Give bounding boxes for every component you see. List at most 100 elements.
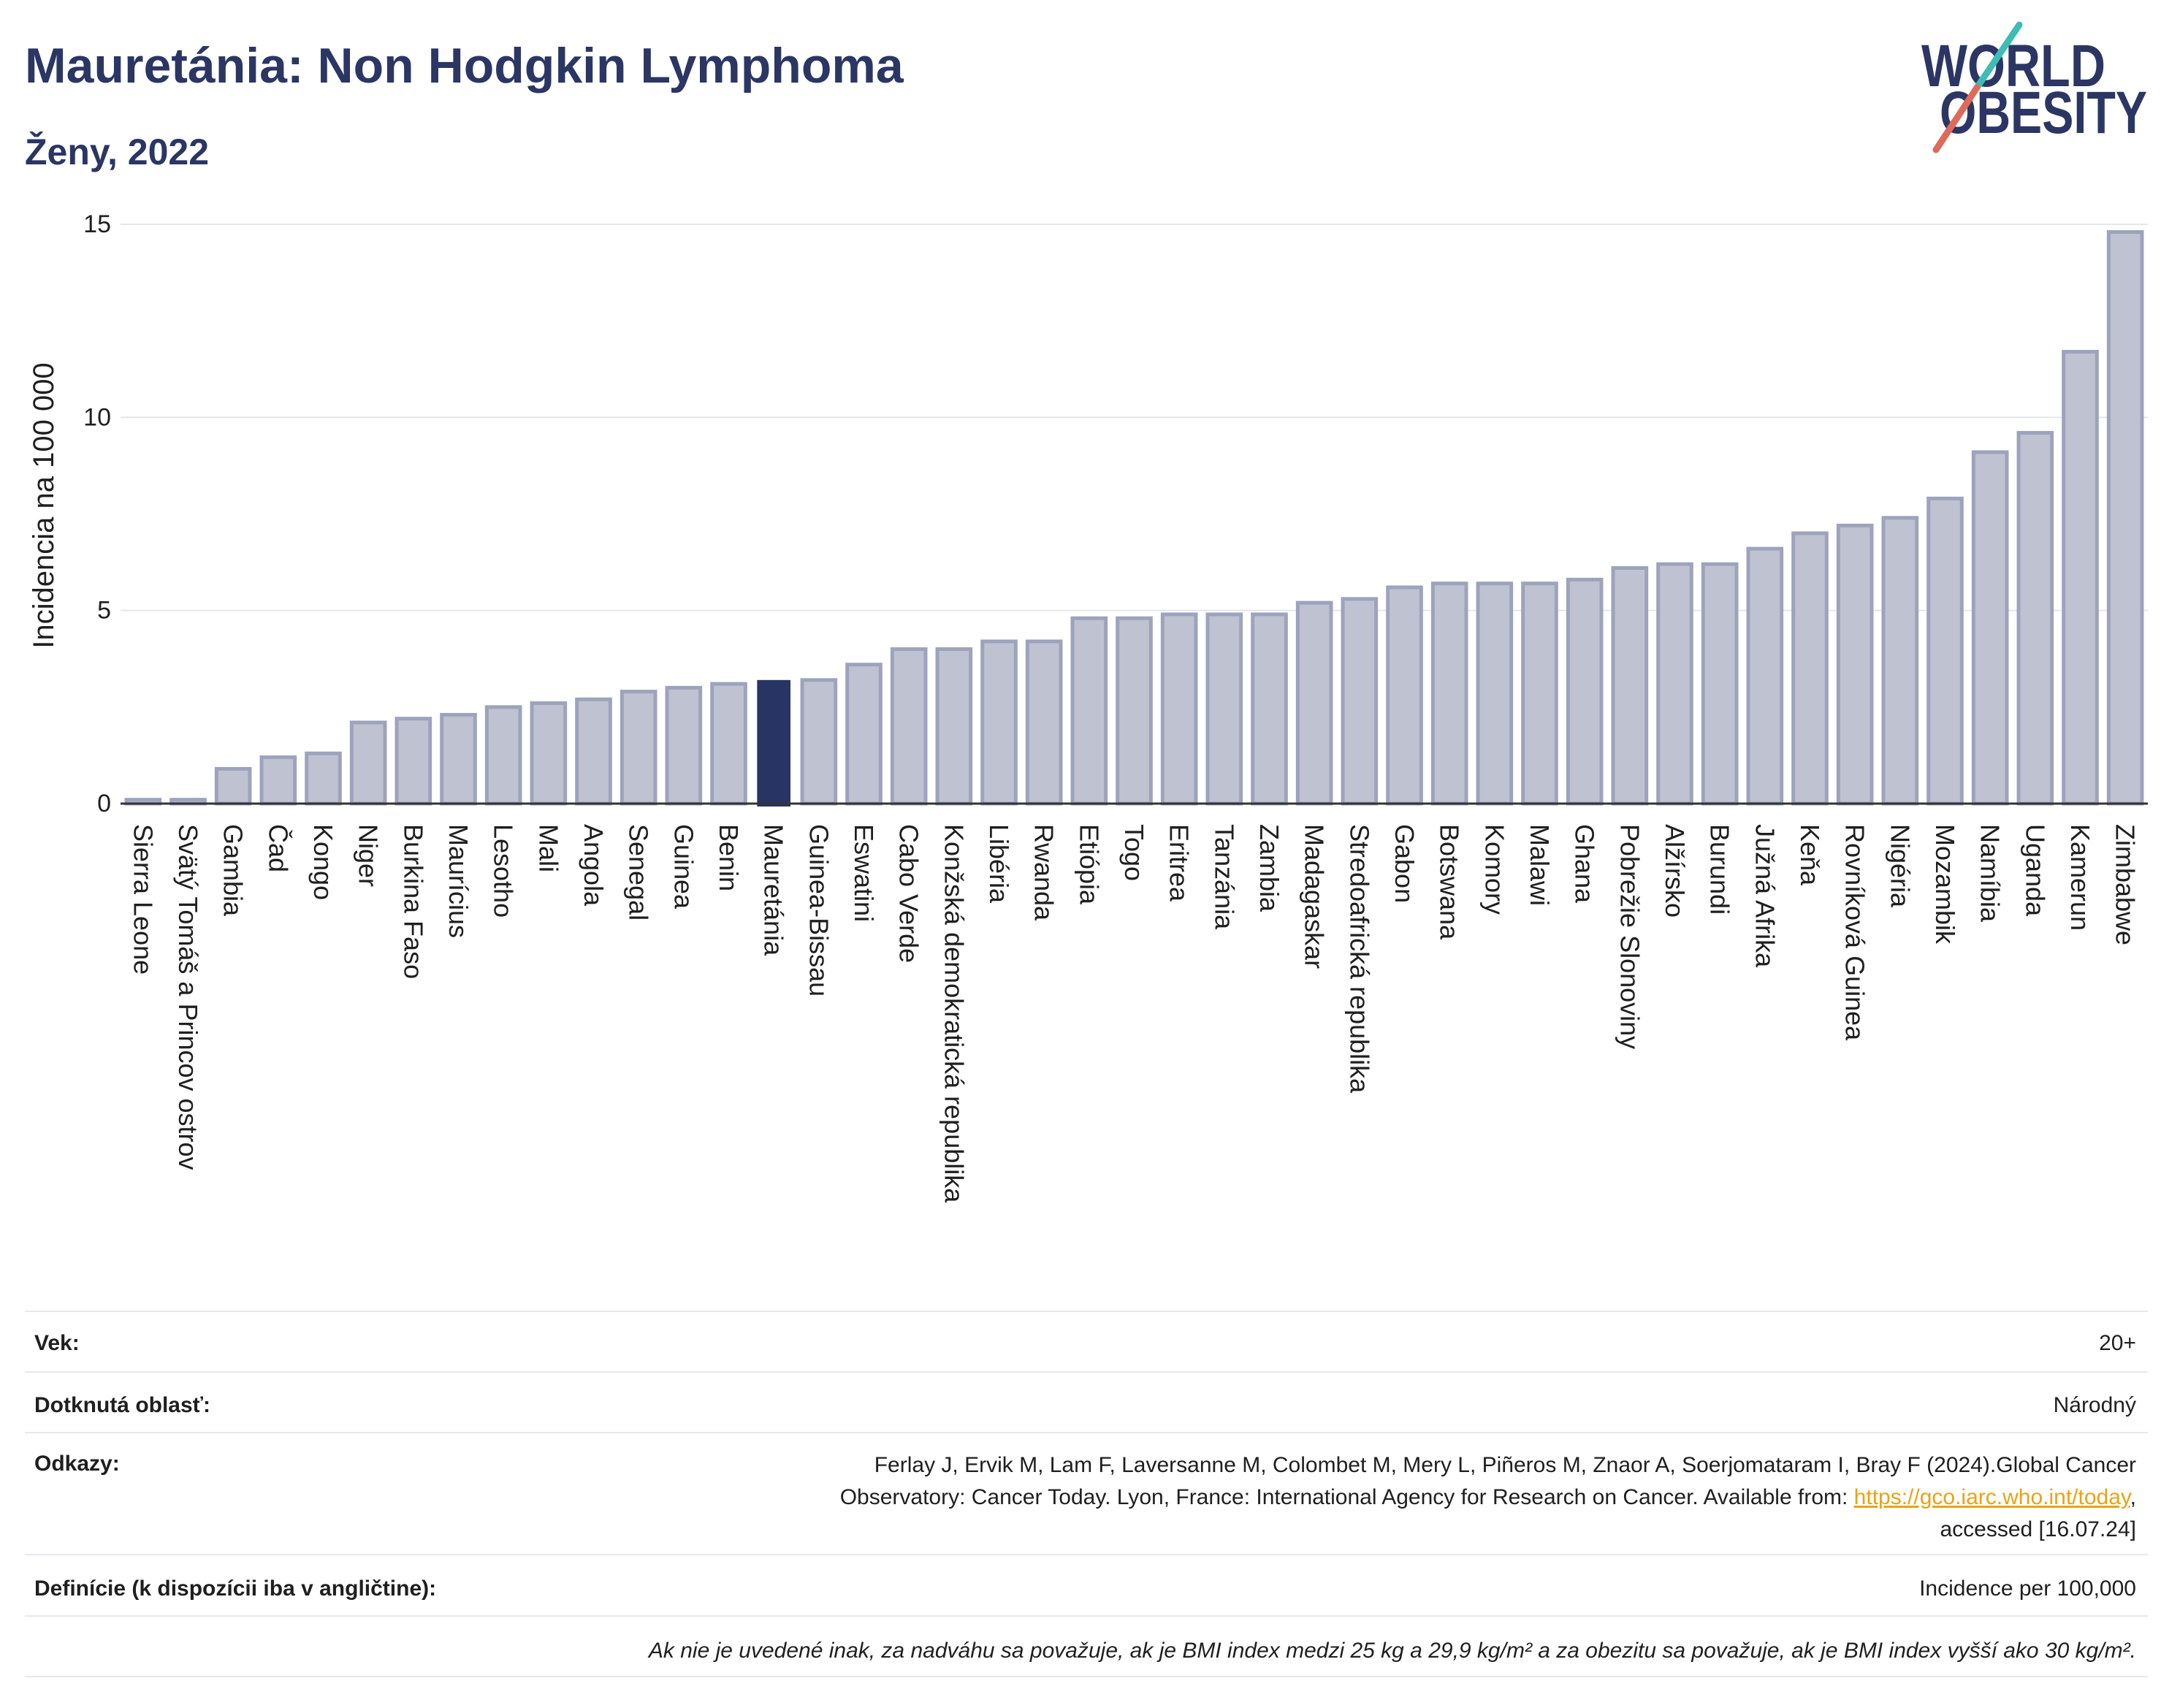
info-row-references: Odkazy: Ferlay J, Ervik M, Lam F, Lavers… <box>34 1449 2136 1546</box>
reference-link[interactable]: https://gco.iarc.who.int/today <box>1853 1485 2130 1509</box>
references-text: Ferlay J, Ervik M, Lam F, Laversanne M, … <box>840 1449 2136 1546</box>
x-tick-label: Guinea <box>668 824 698 910</box>
bar <box>890 647 928 806</box>
bar <box>440 712 477 806</box>
x-tick-label: Niger <box>354 824 384 887</box>
x-tick-label: Malawi <box>1525 824 1555 906</box>
x-tick-label: Madagaskar <box>1300 824 1330 969</box>
bar <box>1386 585 1423 806</box>
bar <box>1836 523 1874 806</box>
x-tick-label: Namíbia <box>1975 824 2005 923</box>
x-tick-label: Mozambik <box>1930 824 1960 945</box>
x-tick-label: Lesotho <box>489 824 519 918</box>
category-labels: Sierra Leone Svätý Tomáš a Princov ostrov… <box>128 824 2140 1203</box>
divider <box>25 1311 2148 1312</box>
x-tick-label: Eswatini <box>849 824 879 922</box>
x-tick-label: Alžírsko <box>1660 824 1690 918</box>
bar <box>1746 546 1784 806</box>
bar <box>530 701 568 806</box>
y-axis-title: Incidencia na 100 000 <box>28 362 60 648</box>
x-tick-label: Mali <box>533 824 563 872</box>
bar-chart: 0 5 10 15 Sierra Leone Svätý Tomáš a Princov… <box>28 21 2148 1203</box>
bar <box>2106 230 2144 806</box>
info-row-definitions: Definície (k dispozícii iba v angličtine… <box>34 1574 2136 1604</box>
axes: 0 5 10 15 <box>83 210 2148 817</box>
bar <box>980 639 1018 806</box>
world-obesity-logo: WORLD OBESITY <box>1921 21 2147 153</box>
x-tick-label: Botswana <box>1435 824 1465 940</box>
x-tick-label: Rwanda <box>1029 824 1059 921</box>
x-tick-label: Konžská demokratická republika <box>939 824 969 1203</box>
divider <box>25 1676 2148 1677</box>
x-tick-label: Benin <box>714 824 744 891</box>
x-tick-label: Maurícius <box>443 824 473 938</box>
x-tick-label: Čad <box>263 824 293 872</box>
x-tick-label: Mauretánia <box>759 824 789 956</box>
x-tick-label: Nigéria <box>1885 824 1915 908</box>
x-tick-label: Gabon <box>1390 824 1419 903</box>
bmi-footnote: Ak nie je uvedené inak, za nadváhu sa po… <box>648 1639 2136 1663</box>
x-tick-label: Gambia <box>218 824 248 917</box>
x-tick-label: Burkina Faso <box>398 824 428 979</box>
logo-slash-teal <box>1973 21 2023 91</box>
bar <box>1971 450 2009 806</box>
bar <box>935 647 973 806</box>
y-tick-label: 10 <box>83 403 111 431</box>
bar <box>575 697 612 806</box>
info-row-age: Vek: 20+ <box>34 1329 2136 1358</box>
divider <box>25 1615 2148 1617</box>
bar <box>1205 612 1243 806</box>
x-tick-label: Stredoafrická republika <box>1344 824 1374 1094</box>
bar <box>1430 582 1468 806</box>
bar <box>1476 582 1514 806</box>
x-tick-label: Guinea-Bissau <box>804 824 834 996</box>
age-label: Vek: <box>34 1331 80 1355</box>
x-tick-label: Uganda <box>2020 824 2050 917</box>
definitions-value: Incidence per 100,000 <box>1919 1577 2136 1601</box>
reference-line: Observatory: Cancer Today. Lyon, France:… <box>840 1482 2136 1514</box>
x-tick-label: Etiópia <box>1074 824 1104 905</box>
info-row-area: Dotknutá oblasť: Národný <box>34 1391 2136 1420</box>
x-tick-label: Togo <box>1119 824 1149 881</box>
reference-text: Observatory: Cancer Today. Lyon, France:… <box>839 1485 1854 1509</box>
bar <box>1791 531 1829 806</box>
x-tick-label: Senegal <box>624 824 654 920</box>
x-tick-label: Kongo <box>308 824 338 900</box>
bar <box>1116 616 1153 806</box>
bar <box>1701 562 1739 806</box>
x-tick-label: Ghana <box>1570 824 1600 904</box>
age-value: 20+ <box>2099 1331 2136 1355</box>
x-tick-label: Keňa <box>1795 824 1825 886</box>
x-tick-label: Svätý Tomáš a Princov ostrov <box>173 824 203 1170</box>
bar <box>1521 582 1558 806</box>
bar <box>1295 601 1333 806</box>
reference-text: , <box>2130 1485 2136 1509</box>
x-tick-label: Tanzánia <box>1209 824 1239 930</box>
bar <box>665 685 703 806</box>
x-tick-label: Burundi <box>1705 824 1735 915</box>
reference-line: accessed [16.07.24] <box>1940 1517 2136 1541</box>
bar <box>305 751 342 806</box>
bar <box>214 766 252 806</box>
bar <box>259 755 297 806</box>
x-tick-label: Zimbabwe <box>2111 824 2141 945</box>
bar <box>800 678 838 806</box>
bar <box>1611 566 1649 806</box>
bar <box>620 690 658 806</box>
x-tick-label: Komory <box>1479 824 1509 915</box>
bar <box>1025 639 1063 806</box>
bar <box>2062 349 2099 806</box>
bar-highlighted <box>757 679 790 807</box>
bar <box>1251 612 1288 806</box>
x-tick-label: Libéria <box>984 824 1014 904</box>
y-tick-label: 5 <box>97 597 111 625</box>
reference-line: Ferlay J, Ervik M, Lam F, Laversanne M, … <box>874 1453 2136 1477</box>
x-tick-label: Južná Afrika <box>1750 824 1780 968</box>
bar <box>484 705 522 806</box>
bar <box>845 663 883 806</box>
page-title: Mauretánia: Non Hodgkin Lymphoma <box>25 38 904 94</box>
bar <box>395 717 432 806</box>
x-tick-label: Cabo Verde <box>894 824 924 963</box>
logo-slash-coral <box>1932 84 1981 153</box>
y-tick-label: 15 <box>83 210 111 238</box>
